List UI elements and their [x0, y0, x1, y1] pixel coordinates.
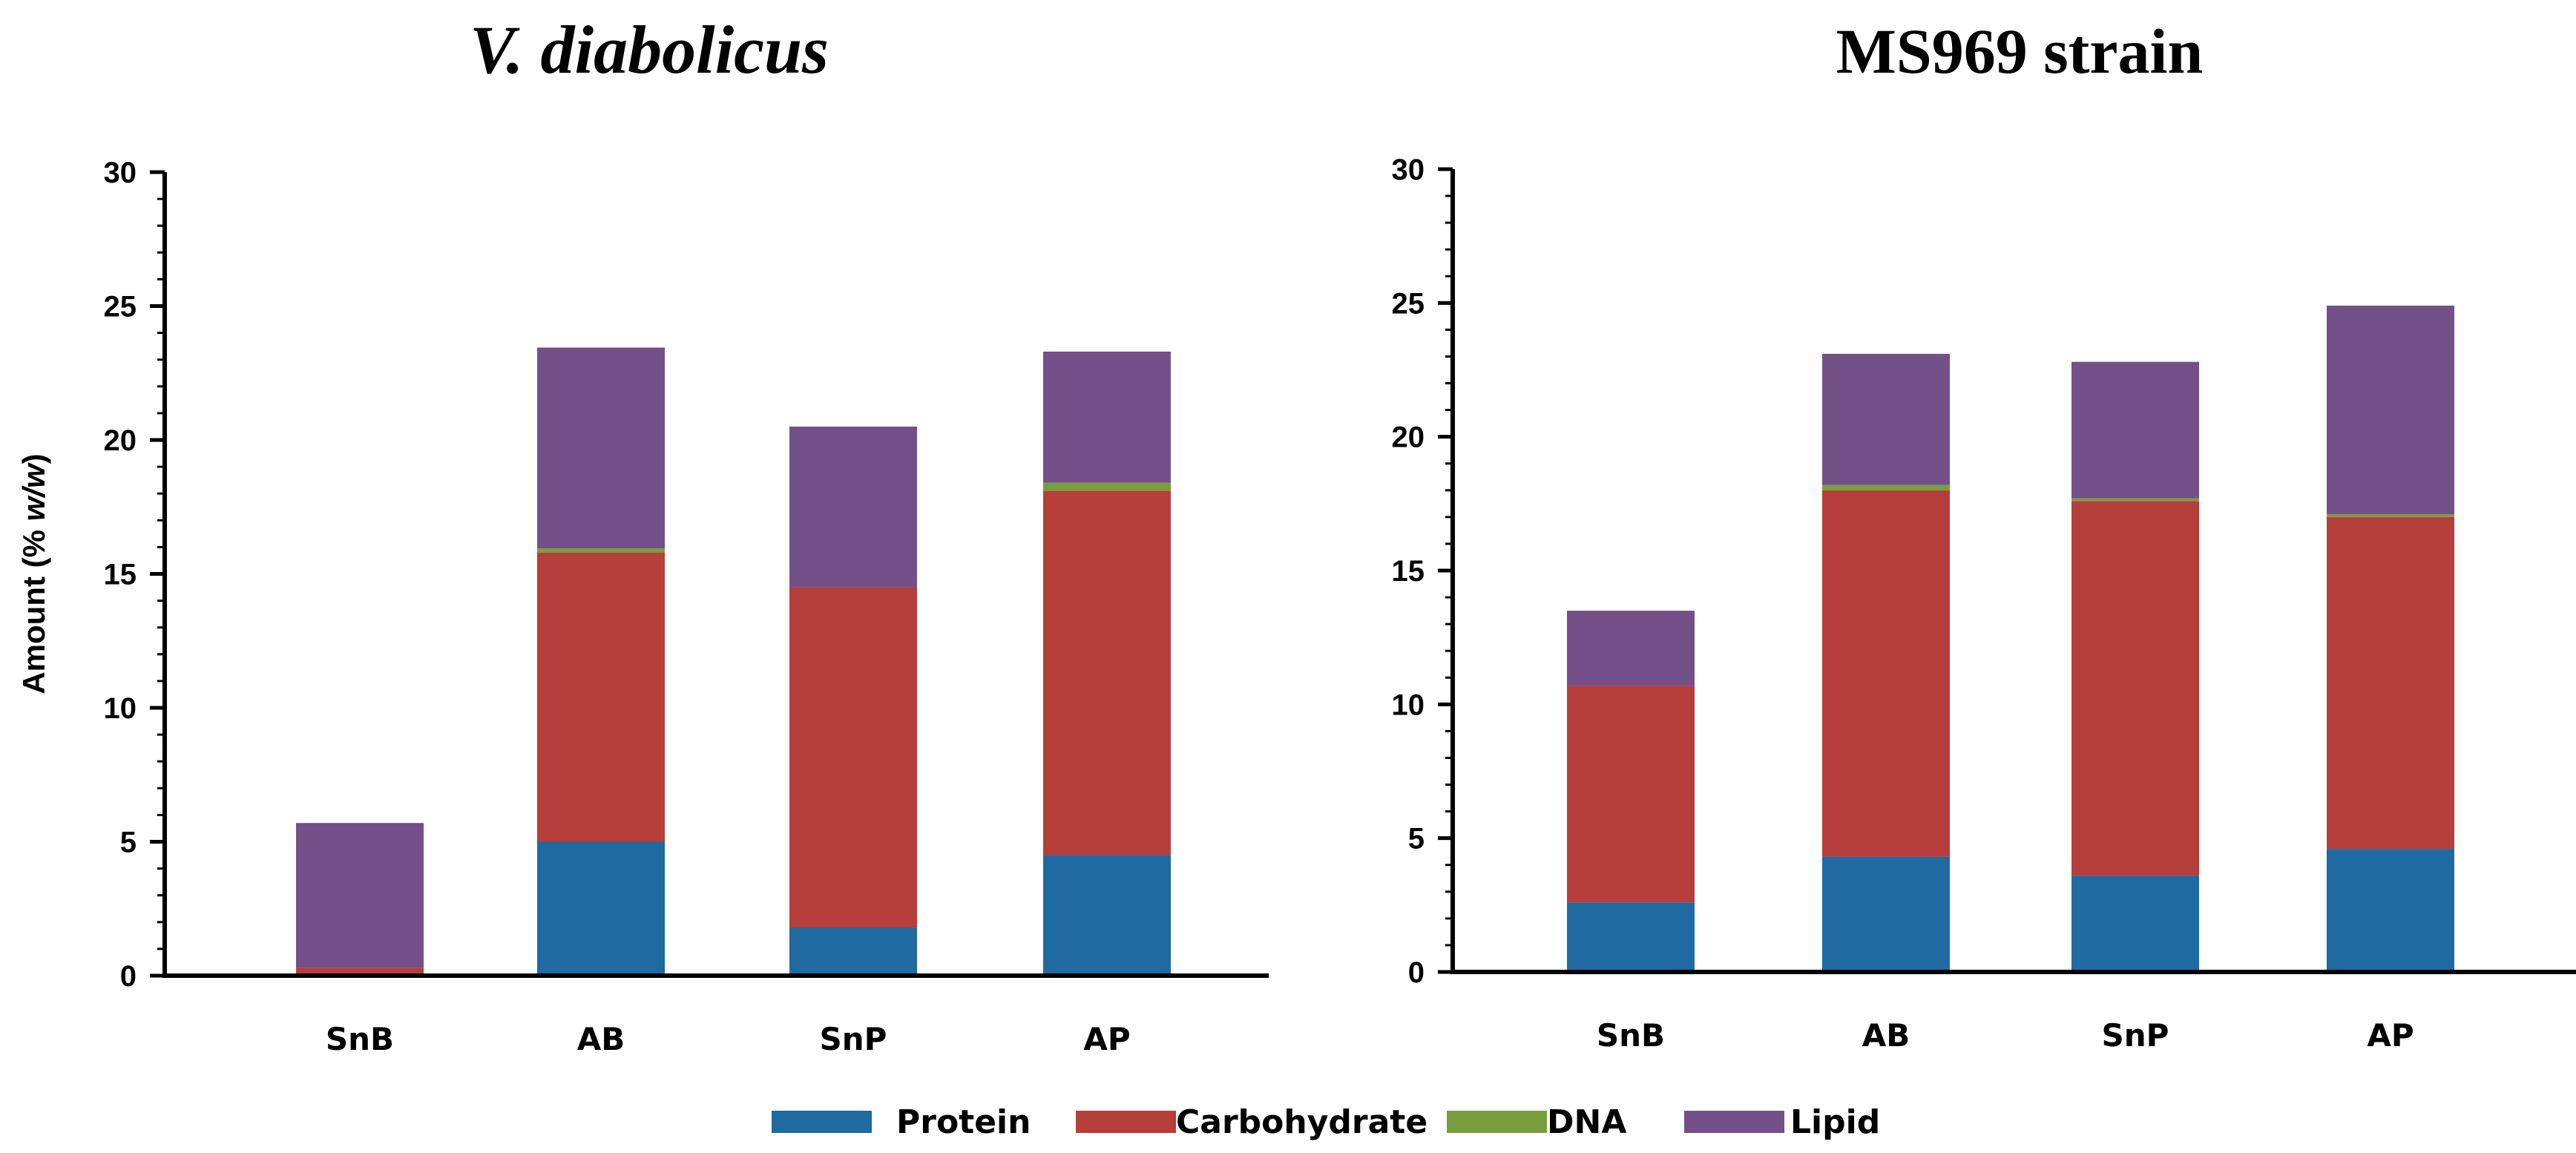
legend-label-protein: Protein	[896, 1103, 1031, 1141]
y-tick-label: 15	[1392, 555, 1425, 588]
x-tick-label: AB	[1862, 1017, 1910, 1054]
x-tick-label: SnP	[2102, 1017, 2169, 1054]
x-tick-label: SnB	[326, 1021, 394, 1057]
bar-snp-dna	[2071, 498, 2199, 502]
y-tick-label: 25	[104, 291, 137, 323]
legend-label-carbohydrate: Carbohydrate	[1176, 1103, 1427, 1141]
bar-ap-carbohydrate	[1043, 490, 1171, 855]
x-tick-label: SnB	[1597, 1017, 1665, 1054]
bar-ap-dna	[2327, 514, 2454, 517]
bar-snb-protein	[1567, 902, 1695, 972]
y-tick-label: 0	[120, 960, 137, 993]
legend-label-lipid: Lipid	[1790, 1103, 1880, 1141]
y-tick-label: 15	[104, 559, 137, 591]
legend-swatch-protein	[772, 1111, 872, 1133]
x-tick-label: AP	[2367, 1017, 2414, 1054]
y-tick-label: 0	[1408, 956, 1425, 989]
chart-title: V. diabolicus	[470, 12, 829, 88]
chart-panel-1: V. diabolicus SnB AB SnP AP 0 5 10 15 20 25 30 Amoun…	[16, 12, 1269, 1057]
x-tick-label: AP	[1083, 1021, 1130, 1057]
bar-ap-carbohydrate	[2327, 516, 2454, 850]
bar-snp-lipid	[789, 426, 917, 588]
legend-swatch-lipid	[1684, 1111, 1784, 1133]
chart-panel-2: MS969 strain SnB AB SnP AP 0 5 10 15 20 25 30	[1392, 16, 2576, 1054]
y-tick-label: 20	[1392, 421, 1425, 454]
bar-snb-lipid	[1567, 611, 1695, 686]
y-axis-label: Amount (% w/w)	[16, 453, 51, 694]
bar-ab-carbohydrate	[537, 552, 665, 842]
bar-ap-dna	[1043, 482, 1171, 491]
x-tick-label: SnP	[820, 1021, 887, 1057]
bar-ab-lipid	[537, 347, 665, 549]
bar-snb-carbohydrate	[296, 968, 424, 976]
y-tick-label: 10	[104, 692, 137, 725]
chart-title: MS969 strain	[1836, 16, 2204, 87]
bar-snb-lipid	[296, 823, 424, 968]
y-tick-label: 30	[1392, 154, 1425, 186]
bar-snp-protein	[2071, 876, 2199, 972]
y-tick-label: 10	[1392, 689, 1425, 721]
bar-ap-lipid	[2327, 305, 2454, 515]
bar-snp-lipid	[2071, 361, 2199, 499]
legend-label-dna: DNA	[1547, 1103, 1626, 1141]
bar-ab-lipid	[1822, 353, 1950, 485]
bar-snp-carbohydrate	[2071, 501, 2199, 876]
bar-ab-dna	[537, 548, 665, 553]
bar-ap-protein	[2327, 849, 2454, 972]
y-tick-label: 20	[104, 424, 137, 457]
bar-snb-carbohydrate	[1567, 686, 1695, 903]
y-tick-label: 25	[1392, 287, 1425, 320]
bar-ab-carbohydrate	[1822, 490, 1950, 857]
bar-snp-carbohydrate	[789, 587, 917, 928]
bar-ab-dna	[1822, 484, 1950, 490]
bar-ap-protein	[1043, 855, 1171, 976]
bar-snp-protein	[789, 927, 917, 976]
legend-swatch-carbohydrate	[1076, 1111, 1176, 1133]
bar-ab-protein	[1822, 856, 1950, 972]
bar-ap-lipid	[1043, 351, 1171, 483]
x-tick-label: AB	[577, 1021, 625, 1057]
legend: Protein Carbohydrate DNA Lipid	[772, 1103, 1880, 1141]
legend-swatch-dna	[1447, 1111, 1547, 1133]
y-tick-label: 5	[120, 827, 137, 859]
y-tick-label: 5	[1408, 823, 1425, 855]
y-tick-label: 30	[104, 157, 137, 189]
bar-ab-protein	[537, 841, 665, 976]
